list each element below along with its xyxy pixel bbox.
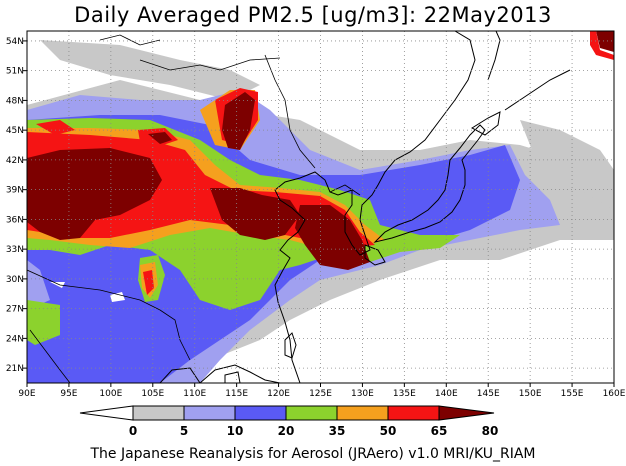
map-grid bbox=[27, 31, 614, 383]
x-tick-label: 140E bbox=[435, 389, 458, 399]
colorbar-cell bbox=[132, 405, 185, 421]
y-tick-label: 21N bbox=[6, 364, 24, 374]
y-tick-label: 48N bbox=[6, 96, 24, 106]
x-tick-label: 120E bbox=[267, 389, 290, 399]
x-tick-label: 110E bbox=[183, 389, 206, 399]
colorbar-cell bbox=[438, 405, 495, 421]
x-tick-label: 135E bbox=[393, 389, 416, 399]
y-tick-label: 42N bbox=[6, 156, 24, 166]
y-tick-label: 51N bbox=[6, 67, 24, 77]
colorbar-cell bbox=[79, 405, 134, 421]
y-tick-label: 39N bbox=[6, 186, 24, 196]
colorbar-label: 50 bbox=[380, 424, 397, 438]
colorbar-cell bbox=[387, 405, 440, 421]
x-tick-label: 160E bbox=[603, 389, 626, 399]
colorbar-label: 20 bbox=[278, 424, 295, 438]
colorbar-cell bbox=[183, 405, 236, 421]
y-tick-label: 54N bbox=[6, 37, 24, 47]
colorbar-label: 35 bbox=[329, 424, 346, 438]
colorbar-label: 65 bbox=[431, 424, 448, 438]
colorbar-cell bbox=[285, 405, 338, 421]
x-tick-label: 90E bbox=[18, 389, 35, 399]
x-tick-label: 130E bbox=[351, 389, 374, 399]
footer-credit: The Japanese Reanalysis for Aerosol (JRA… bbox=[90, 446, 536, 462]
x-tick-label: 95E bbox=[60, 389, 77, 399]
colorbar-label: 0 bbox=[129, 424, 137, 438]
colorbar-cell bbox=[336, 405, 389, 421]
y-tick-label: 45N bbox=[6, 126, 24, 136]
y-tick-label: 33N bbox=[6, 245, 24, 255]
colorbar-label: 10 bbox=[227, 424, 244, 438]
x-tick-label: 145E bbox=[477, 389, 500, 399]
colorbar-label: 5 bbox=[180, 424, 188, 438]
y-tick-label: 24N bbox=[6, 334, 24, 344]
colorbar-cell bbox=[234, 405, 287, 421]
colorbar: 0 5 10 20 35 50 65 80 bbox=[79, 405, 499, 438]
contour-80-plus bbox=[27, 148, 162, 240]
x-tick-label: 150E bbox=[519, 389, 542, 399]
y-tick-label: 36N bbox=[6, 215, 24, 225]
x-tick-label: 105E bbox=[141, 389, 164, 399]
x-tick-label: 115E bbox=[225, 389, 248, 399]
x-tick-label: 155E bbox=[561, 389, 584, 399]
y-tick-label: 30N bbox=[6, 275, 24, 285]
x-tick-label: 125E bbox=[309, 389, 332, 399]
map-title: Daily Averaged PM2.5 [ug/m3]: 22May2013 bbox=[74, 3, 552, 27]
axis-ticks: 90E 95E 100E 105E 110E 115E 120E 125E 130E 135E 14… bbox=[6, 37, 626, 399]
x-tick-label: 100E bbox=[99, 389, 122, 399]
y-tick-label: 27N bbox=[6, 305, 24, 315]
colorbar-label: 80 bbox=[482, 424, 499, 438]
